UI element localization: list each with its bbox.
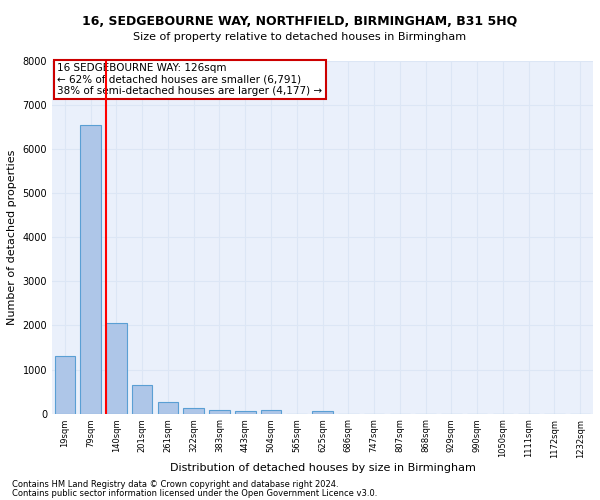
Y-axis label: Number of detached properties: Number of detached properties [7, 150, 17, 325]
Bar [235, 411, 256, 414]
Text: Contains HM Land Registry data © Crown copyright and database right 2024.: Contains HM Land Registry data © Crown c… [12, 480, 338, 489]
Text: Contains public sector information licensed under the Open Government Licence v3: Contains public sector information licen… [12, 488, 377, 498]
Bar [158, 402, 178, 413]
Bar [260, 410, 281, 414]
Bar [312, 410, 333, 414]
Bar [55, 356, 75, 414]
Text: Size of property relative to detached houses in Birmingham: Size of property relative to detached ho… [133, 32, 467, 42]
Bar [209, 410, 230, 414]
Bar [184, 408, 204, 414]
Text: 16 SEDGEBOURNE WAY: 126sqm
← 62% of detached houses are smaller (6,791)
38% of s: 16 SEDGEBOURNE WAY: 126sqm ← 62% of deta… [58, 62, 323, 96]
X-axis label: Distribution of detached houses by size in Birmingham: Distribution of detached houses by size … [170, 463, 475, 473]
Bar [132, 384, 152, 414]
Text: 16, SEDGEBOURNE WAY, NORTHFIELD, BIRMINGHAM, B31 5HQ: 16, SEDGEBOURNE WAY, NORTHFIELD, BIRMING… [82, 15, 518, 28]
Bar [80, 125, 101, 414]
Bar [106, 323, 127, 414]
